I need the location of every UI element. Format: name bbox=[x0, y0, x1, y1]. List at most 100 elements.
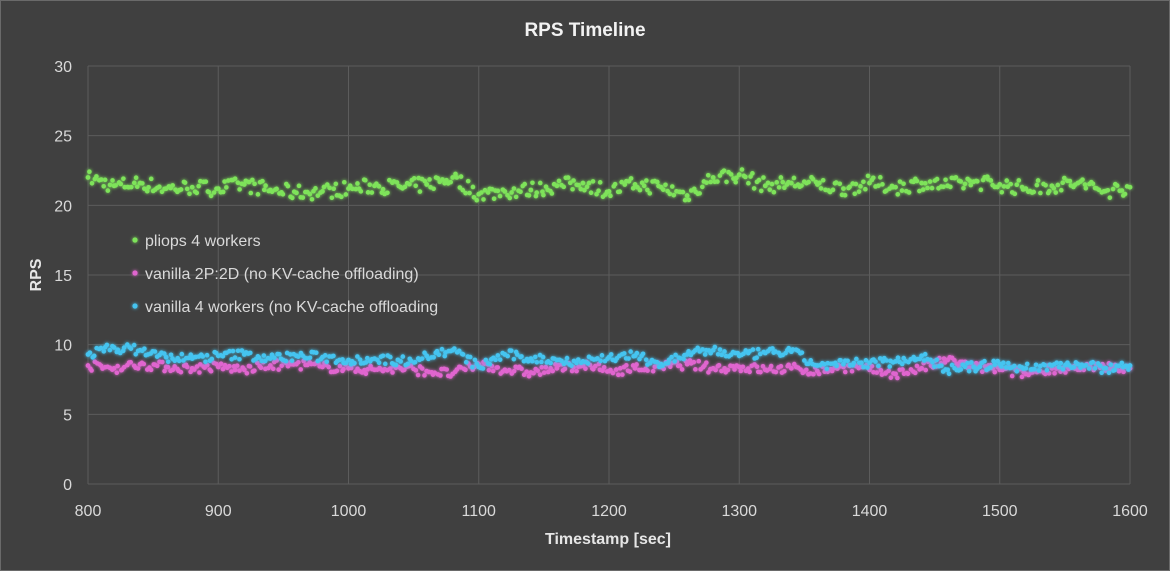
data-point-fill bbox=[250, 177, 255, 183]
data-point-fill bbox=[533, 193, 539, 199]
data-point bbox=[189, 184, 195, 190]
data-point-fill bbox=[224, 185, 229, 190]
data-point-fill bbox=[331, 353, 336, 359]
data-point-fill bbox=[833, 180, 839, 185]
data-point-fill bbox=[739, 167, 745, 172]
data-point-fill bbox=[1096, 187, 1102, 193]
data-point-fill bbox=[415, 372, 421, 378]
data-point-fill bbox=[128, 346, 134, 351]
data-point-fill bbox=[719, 368, 724, 374]
data-point-fill bbox=[239, 181, 244, 187]
data-point-fill bbox=[863, 358, 869, 363]
data-point-fill bbox=[1043, 183, 1048, 188]
data-point-fill bbox=[624, 362, 629, 368]
data-point-fill bbox=[333, 181, 339, 187]
data-point-fill bbox=[1005, 184, 1011, 190]
data-point-fill bbox=[1038, 190, 1043, 196]
data-point-fill bbox=[491, 196, 497, 201]
data-point-fill bbox=[482, 187, 488, 193]
data-point-fill bbox=[487, 361, 493, 367]
data-point-fill bbox=[856, 189, 862, 194]
data-point-fill bbox=[178, 369, 184, 375]
data-point-fill bbox=[1021, 366, 1026, 371]
data-point-fill bbox=[237, 368, 242, 373]
data-point-fill bbox=[617, 189, 623, 194]
data-point-fill bbox=[539, 359, 544, 365]
data-point-fill bbox=[467, 354, 473, 360]
data-point-fill bbox=[1031, 189, 1037, 195]
data-point-fill bbox=[631, 353, 636, 359]
data-point-fill bbox=[463, 367, 468, 373]
data-point-fill bbox=[1090, 359, 1096, 365]
data-point-fill bbox=[497, 357, 503, 362]
data-point-fill bbox=[331, 186, 337, 191]
data-point-fill bbox=[917, 356, 923, 362]
data-point-fill bbox=[196, 183, 201, 189]
data-point-fill bbox=[448, 179, 453, 185]
data-point-fill bbox=[534, 190, 540, 195]
data-point-fill bbox=[786, 179, 791, 185]
data-point-fill bbox=[524, 369, 529, 374]
data-point-fill bbox=[248, 190, 254, 196]
data-point-fill bbox=[256, 355, 262, 360]
data-point-fill bbox=[526, 193, 532, 198]
data-point-fill bbox=[697, 191, 702, 196]
data-point-fill bbox=[341, 366, 346, 372]
data-point-fill bbox=[296, 359, 301, 365]
data-point-fill bbox=[472, 357, 478, 363]
data-point-fill bbox=[448, 374, 453, 379]
data-point-fill bbox=[1003, 365, 1009, 370]
data-point-fill bbox=[610, 370, 616, 376]
data-point-fill bbox=[550, 368, 556, 374]
data-point-fill bbox=[812, 362, 818, 368]
data-point-fill bbox=[808, 358, 814, 363]
data-point-fill bbox=[94, 174, 99, 179]
data-point-fill bbox=[582, 187, 587, 193]
data-point bbox=[788, 365, 794, 371]
data-point-fill bbox=[232, 355, 238, 360]
data-point-fill bbox=[818, 186, 824, 191]
data-point-fill bbox=[1099, 370, 1104, 376]
data-point-fill bbox=[578, 360, 584, 366]
data-point-fill bbox=[612, 181, 618, 187]
data-point-fill bbox=[920, 187, 926, 192]
data-point-fill bbox=[613, 367, 619, 372]
data-point-fill bbox=[422, 373, 427, 378]
data-point-fill bbox=[131, 342, 137, 348]
data-point-fill bbox=[235, 180, 241, 186]
data-point-fill bbox=[369, 190, 375, 195]
data-point-fill bbox=[1072, 182, 1078, 188]
data-point-fill bbox=[755, 346, 761, 352]
data-point-fill bbox=[761, 175, 766, 180]
legend-marker bbox=[132, 303, 138, 309]
data-point-fill bbox=[203, 359, 208, 365]
data-point-fill bbox=[419, 366, 425, 371]
data-point-fill bbox=[702, 352, 708, 357]
y-axis-label: RPS bbox=[28, 258, 45, 291]
data-point-fill bbox=[114, 370, 120, 376]
data-point-fill bbox=[641, 183, 647, 189]
data-point-fill bbox=[975, 179, 980, 184]
data-point-fill bbox=[367, 182, 373, 188]
data-point-fill bbox=[165, 359, 171, 365]
data-point-fill bbox=[804, 367, 809, 373]
data-point-fill bbox=[497, 193, 503, 199]
data-point-fill bbox=[208, 193, 214, 199]
data-point-fill bbox=[162, 368, 167, 374]
data-point-fill bbox=[1106, 370, 1112, 376]
data-point-fill bbox=[537, 180, 543, 186]
data-point-fill bbox=[369, 366, 375, 372]
data-point-fill bbox=[165, 364, 171, 370]
data-point-fill bbox=[863, 186, 868, 192]
x-tick-label: 1300 bbox=[721, 503, 757, 520]
data-point-fill bbox=[806, 179, 811, 185]
data-point-fill bbox=[693, 367, 698, 372]
data-point-fill bbox=[820, 177, 826, 183]
data-point-fill bbox=[768, 363, 774, 369]
data-point-fill bbox=[877, 356, 883, 361]
data-point-fill bbox=[279, 363, 285, 369]
data-point-fill bbox=[647, 191, 653, 196]
data-point-fill bbox=[315, 193, 321, 198]
data-point-fill bbox=[1056, 364, 1062, 370]
data-point-fill bbox=[790, 347, 796, 352]
